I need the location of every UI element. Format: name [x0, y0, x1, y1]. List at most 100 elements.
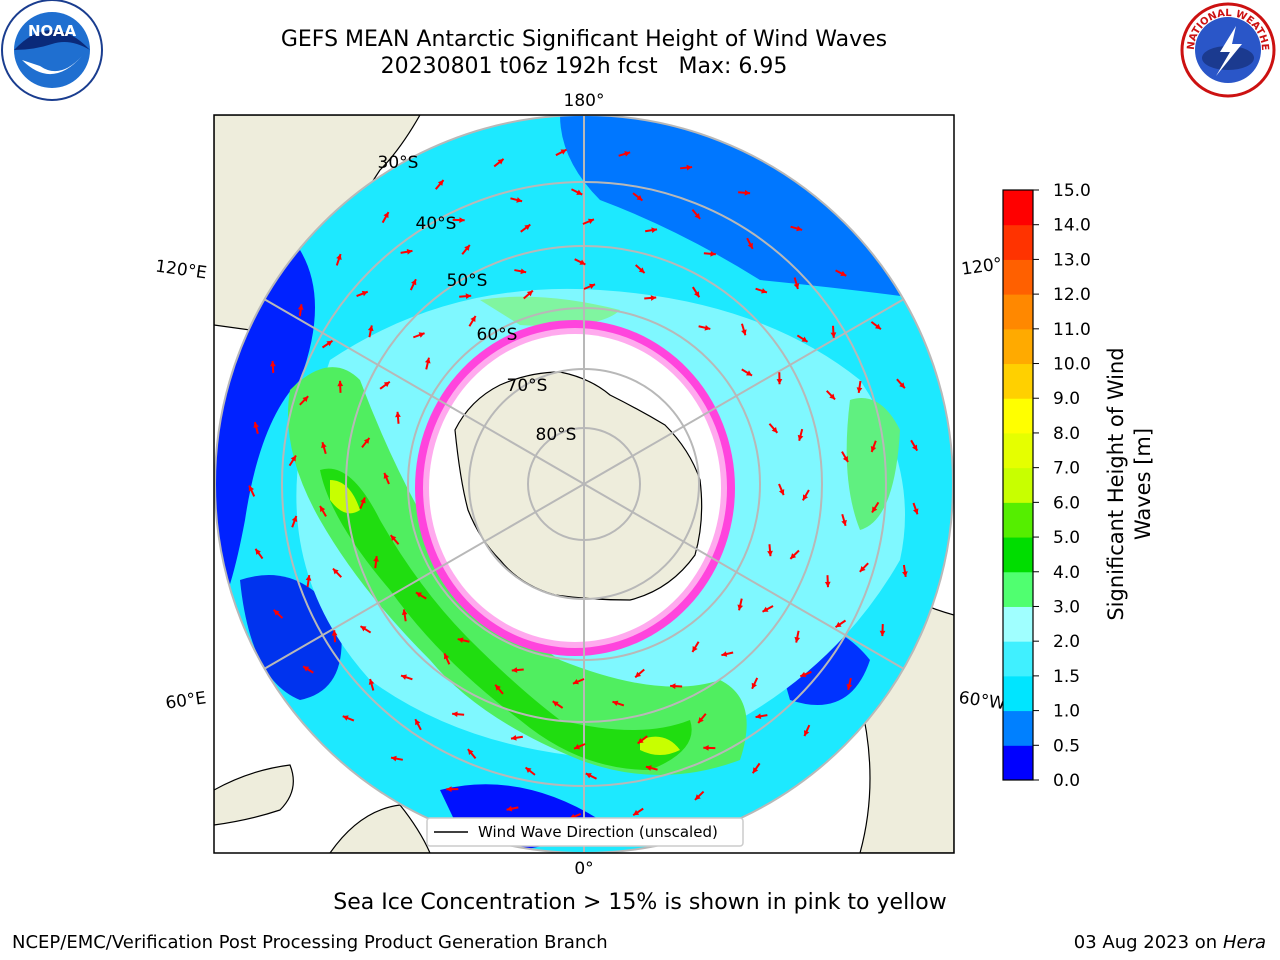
wave-direction-arrowhead	[320, 506, 326, 513]
wave-direction-arrowhead	[859, 565, 866, 572]
wave-direction-arrowhead	[465, 293, 472, 300]
wave-direction-legend: Wind Wave Direction (unscaled)	[426, 817, 744, 847]
wind-wave-arrows	[248, 148, 919, 820]
wave-direction-arrowhead	[686, 164, 693, 171]
wave-direction-arrowhead	[470, 315, 476, 322]
title-line-2: 20230801 t06z 192h fcst Max: 6.95	[380, 54, 788, 79]
wave-direction-arrowhead	[741, 329, 747, 336]
wave-direction-arrowhead	[587, 218, 594, 224]
lat-label-70s: 70°S	[507, 376, 548, 396]
antarctic-region	[415, 320, 735, 656]
colorbar-tick-label: 9.0	[1053, 389, 1080, 409]
wave-direction-arrowhead	[801, 336, 808, 342]
colorbar-tick-label: 14.0	[1053, 216, 1091, 236]
wave-direction-arrowhead	[560, 149, 567, 155]
colorbar-segment	[1003, 745, 1033, 781]
wave-direction-arrowhead	[305, 575, 312, 581]
wave-direction-arrowhead	[253, 422, 259, 428]
wave-direction-arrowhead	[762, 606, 769, 612]
colorbar-tick-label: 0.0	[1053, 771, 1080, 791]
nws-logo: NATIONAL WEATHER SERVICE	[1172, 0, 1280, 104]
wave-direction-arrowhead	[342, 715, 349, 721]
wave-direction-arrowhead	[446, 786, 452, 793]
colorbar-frame	[1002, 189, 1034, 781]
wave-direction-arrowhead	[579, 259, 586, 265]
wave-direction-arrowhead	[776, 378, 783, 385]
wave-direction-arrowhead	[694, 212, 701, 219]
lat-label-80s: 80°S	[536, 425, 577, 445]
wave-direction-arrowhead	[796, 225, 803, 232]
wave-direction-arrowhead	[269, 360, 276, 367]
wave-direction-arrowhead	[443, 653, 450, 660]
chart-title: GEFS MEAN Antarctic Significant Height o…	[184, 26, 984, 80]
wave-direction-arrowhead	[790, 553, 797, 559]
wave-direction-arrowhead	[273, 609, 280, 616]
wave-direction-arrowhead	[520, 268, 527, 275]
wave-direction-arrowhead	[698, 717, 704, 724]
wave-direction-arrowhead	[651, 227, 658, 234]
colorbar-tick-label: 1.5	[1053, 667, 1080, 687]
colorbar-tick-label: 5.0	[1053, 528, 1080, 548]
wave-direction-arrowhead	[360, 497, 366, 504]
wave-direction-arrowhead	[912, 444, 918, 451]
wave-direction-arrowhead	[332, 568, 339, 575]
wave-direction-arrowhead	[574, 744, 581, 750]
wave-direction-arrowhead	[842, 455, 848, 462]
wave-direction-arrowhead	[511, 667, 518, 673]
wave-direction-arrowhead	[373, 556, 379, 562]
title-line-1: GEFS MEAN Antarctic Significant Height o…	[280, 27, 888, 52]
wave-direction-arrowhead	[803, 730, 810, 737]
wave-direction-arrowhead	[552, 701, 559, 707]
wave-direction-arrowhead	[415, 592, 422, 598]
wave-direction-arrowhead	[746, 370, 753, 376]
wave-direction-arrowhead	[395, 411, 401, 418]
wave-direction-arrowhead	[633, 809, 640, 816]
wave-direction-arrowhead	[367, 325, 374, 332]
wave-direction-arrowhead	[778, 489, 785, 496]
wave-direction-arrowhead	[363, 437, 370, 444]
colorbar-segment	[1003, 398, 1033, 434]
noaa-text: NOAA	[28, 22, 77, 40]
wave-direction-arrowhead	[452, 711, 458, 718]
wave-direction-arrowhead	[383, 212, 389, 219]
wave-direction-arrowhead	[856, 387, 863, 393]
wave-direction-arrowhead	[744, 189, 751, 196]
colorbar-tick-label: 1.0	[1053, 702, 1080, 722]
wave-direction-arrowhead	[872, 506, 878, 513]
field-zone-low-north	[560, 115, 930, 300]
colorbar-tick-label: 0.5	[1053, 736, 1080, 756]
lon-label-120e: 120°E	[154, 256, 208, 283]
wave-direction-arrowhead	[710, 250, 716, 257]
colorbar-label-line1: Significant Height of Wind	[1104, 347, 1128, 620]
colorbar-tick-label: 2.0	[1053, 632, 1080, 652]
colorbar-segment	[1003, 294, 1033, 330]
lat-label-60s: 60°S	[477, 325, 518, 345]
wave-direction-arrowhead	[793, 283, 800, 290]
wave-direction-arrowhead	[797, 434, 804, 441]
wave-direction-arrowhead	[297, 304, 304, 310]
lon-label-60e: 60°E	[164, 688, 207, 713]
wave-direction-arrowhead	[830, 332, 837, 338]
colorbar-segment	[1003, 710, 1033, 746]
wave-direction-arrowhead	[331, 630, 338, 636]
wave-direction-arrowhead	[411, 279, 417, 286]
wave-direction-arrowhead	[459, 217, 465, 223]
wave-direction-arrowhead	[337, 380, 344, 387]
wave-direction-arrowhead	[437, 180, 444, 186]
wave-direction-arrowhead	[248, 485, 254, 492]
wave-direction-arrowhead	[635, 671, 642, 678]
wave-direction-arrowhead	[899, 382, 905, 389]
colorbar-tick-label: 6.0	[1053, 493, 1080, 513]
wave-direction-arrowhead	[636, 195, 643, 201]
footer-date-text: 03 Aug 2023 on	[1073, 932, 1218, 953]
lon-label-0: 0°	[574, 859, 593, 879]
wave-direction-arrowhead	[302, 396, 309, 403]
wave-direction-arrowhead	[572, 678, 579, 685]
wave-direction-arrowhead	[390, 535, 397, 542]
wave-direction-arrowhead	[835, 621, 842, 628]
colorbar-segment	[1003, 467, 1033, 503]
wave-direction-arrowhead	[415, 719, 421, 726]
wave-direction-arrowhead	[694, 794, 701, 800]
colorbar-segment	[1003, 328, 1033, 365]
wave-direction-arrowhead	[752, 767, 759, 774]
